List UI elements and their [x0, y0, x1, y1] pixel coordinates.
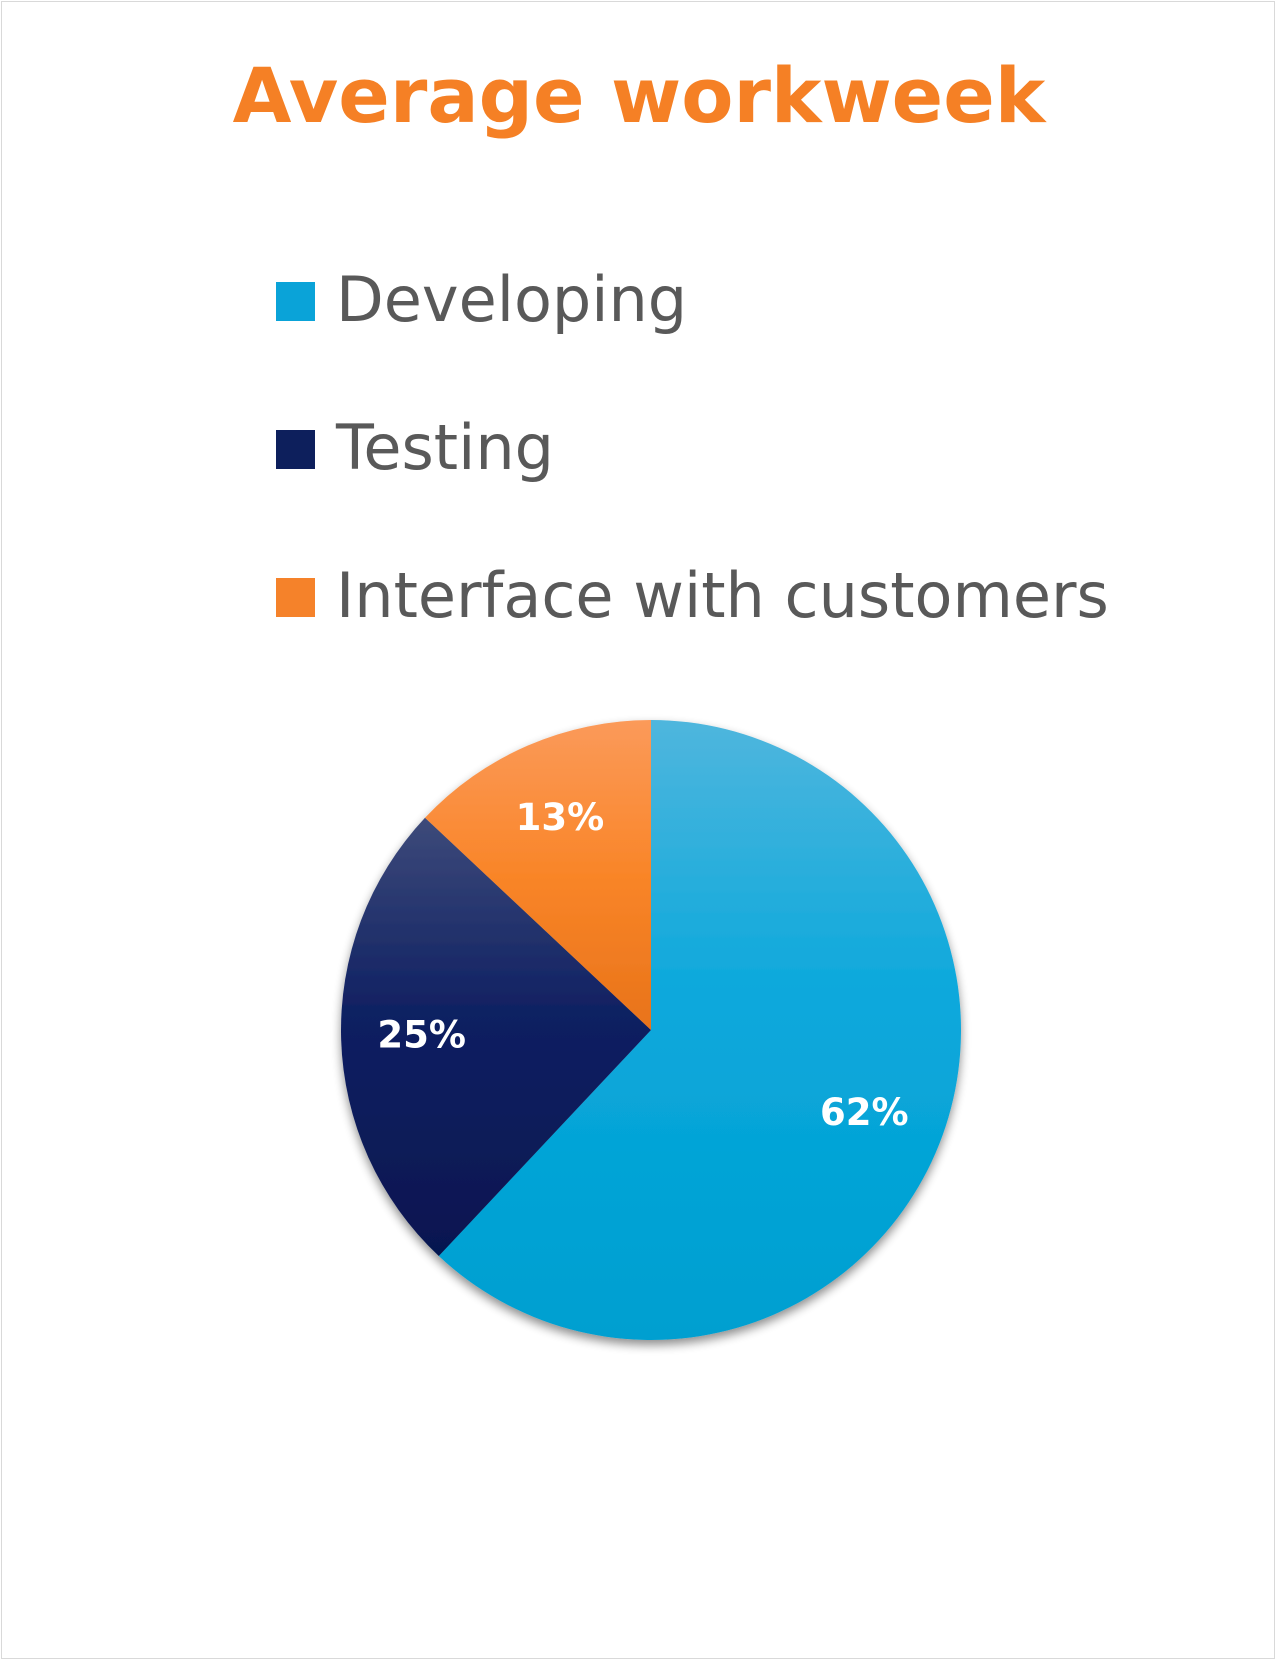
- legend-label-developing: Developing: [336, 263, 688, 336]
- pie-slice-developing: [438, 720, 961, 1340]
- legend-label-interface-with-customers: Interface with customers: [336, 559, 1109, 632]
- legend-label-testing: Testing: [336, 411, 554, 484]
- chart-title: Average workweek: [232, 51, 1046, 140]
- data-label-developing: 62%: [820, 1091, 909, 1134]
- legend-swatch-testing: [276, 430, 315, 469]
- pie-slice-testing: [341, 817, 651, 1256]
- pie-slice-interface-with-customers: [425, 720, 651, 1030]
- legend-swatch-developing: [276, 282, 315, 321]
- data-label-interface-with-customers: 13%: [516, 796, 605, 839]
- legend-swatch-interface-with-customers: [276, 578, 315, 617]
- data-label-testing: 25%: [377, 1014, 466, 1057]
